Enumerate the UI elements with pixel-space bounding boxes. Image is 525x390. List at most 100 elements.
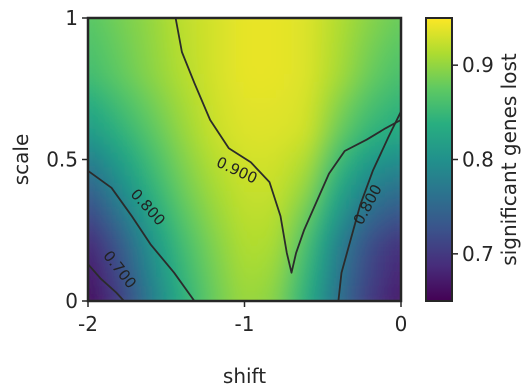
heatmap-cell (369, 276, 379, 286)
heatmap-cell (283, 135, 292, 145)
heatmap-cell (251, 261, 261, 271)
heatmap-cell (220, 56, 230, 66)
heatmap-cell (244, 206, 253, 216)
heatmap-cell (401, 2, 410, 11)
heatmap-cell (384, 143, 394, 153)
heatmap-cell (88, 96, 97, 105)
heatmap-cell (95, 269, 105, 278)
heatmap-cell (314, 245, 324, 255)
heatmap-cell (126, 135, 136, 145)
heatmap-cell (353, 284, 363, 294)
heatmap-cell (173, 64, 183, 74)
heatmap-cell (72, 230, 81, 239)
heatmap-cell (306, 127, 316, 137)
heatmap-cell (314, 143, 324, 153)
heatmap-cell (142, 18, 152, 27)
heatmap-cell (204, 96, 214, 105)
heatmap-cell (181, 182, 191, 192)
heatmap-cell (298, 237, 308, 247)
heatmap-cell (110, 48, 120, 58)
heatmap-cell (95, 18, 105, 27)
heatmap-cell (283, 308, 292, 317)
heatmap-cell (204, 261, 214, 271)
heatmap-cell (103, 276, 112, 286)
heatmap-cell (251, 143, 261, 153)
heatmap-cell (165, 143, 175, 153)
heatmap-cells (72, 2, 417, 317)
heatmap-cell (197, 135, 206, 145)
heatmap-cell (212, 284, 222, 294)
heatmap-cell (150, 151, 159, 160)
heatmap-cell (110, 292, 120, 301)
heatmap-cell (95, 276, 105, 286)
heatmap-cell (361, 25, 371, 35)
heatmap-cell (72, 206, 81, 215)
heatmap-cell (353, 182, 363, 192)
heatmap-cell (197, 214, 206, 223)
heatmap-cell (189, 261, 199, 271)
heatmap-cell (408, 57, 417, 66)
heatmap-cell (267, 88, 277, 98)
heatmap-cell (72, 245, 81, 254)
heatmap-cell (95, 292, 105, 301)
heatmap-cell (306, 72, 316, 82)
heatmap-cell (337, 18, 347, 27)
heatmap-cell (337, 127, 347, 137)
heatmap-cell (181, 292, 191, 301)
heatmap-cell (345, 48, 355, 58)
heatmap-cell (330, 33, 339, 43)
heatmap-cell (220, 253, 230, 263)
heatmap-cell (95, 127, 105, 137)
heatmap-cell (353, 159, 363, 168)
heatmap-cell (251, 127, 261, 137)
heatmap-cell (236, 284, 245, 294)
heatmap-cell (251, 18, 261, 27)
heatmap-cell (283, 198, 292, 208)
heatmap-cell (377, 190, 386, 200)
heatmap-cell (259, 159, 269, 168)
heatmap-cell (408, 269, 417, 278)
heatmap-cell (197, 237, 206, 247)
heatmap-cell (204, 269, 214, 278)
heatmap-cell (228, 151, 238, 160)
heatmap-cell (88, 25, 97, 35)
heatmap-cell (134, 166, 144, 176)
heatmap-cell (337, 261, 347, 271)
heatmap-cell (283, 166, 292, 176)
heatmap-cell (189, 237, 199, 247)
heatmap-cell (322, 80, 332, 90)
heatmap-cell (283, 276, 292, 286)
heatmap-cell (259, 127, 269, 137)
heatmap-cell (244, 18, 253, 27)
heatmap-cell (204, 245, 214, 255)
heatmap-cell (244, 135, 253, 145)
heatmap-cell (322, 88, 332, 98)
heatmap-cell (220, 284, 230, 294)
heatmap-cell (298, 206, 308, 216)
heatmap-cell (110, 103, 120, 113)
heatmap-cell (228, 182, 238, 192)
heatmap-cell (244, 143, 253, 153)
heatmap-cell (95, 80, 105, 90)
heatmap-cell (95, 48, 105, 58)
heatmap-cell (354, 2, 363, 11)
heatmap-cell (220, 18, 230, 27)
heatmap-cell (306, 143, 316, 153)
heatmap-cell (118, 292, 128, 301)
heatmap-cell (408, 88, 417, 97)
heatmap-cell (267, 127, 277, 137)
heatmap-cell (330, 72, 339, 82)
heatmap-cell (220, 261, 230, 271)
heatmap-cell (103, 245, 112, 255)
heatmap-cell (267, 284, 277, 294)
heatmap-cell (150, 237, 159, 247)
heatmap-cell (134, 48, 144, 58)
heatmap-cell (189, 159, 199, 168)
heatmap-cell (330, 308, 339, 317)
heatmap-cell (134, 159, 144, 168)
heatmap-cell (72, 198, 81, 207)
heatmap-cell (267, 166, 277, 176)
heatmap-cell (290, 221, 300, 231)
heatmap-cell (204, 64, 214, 74)
heatmap-cell (72, 277, 81, 286)
